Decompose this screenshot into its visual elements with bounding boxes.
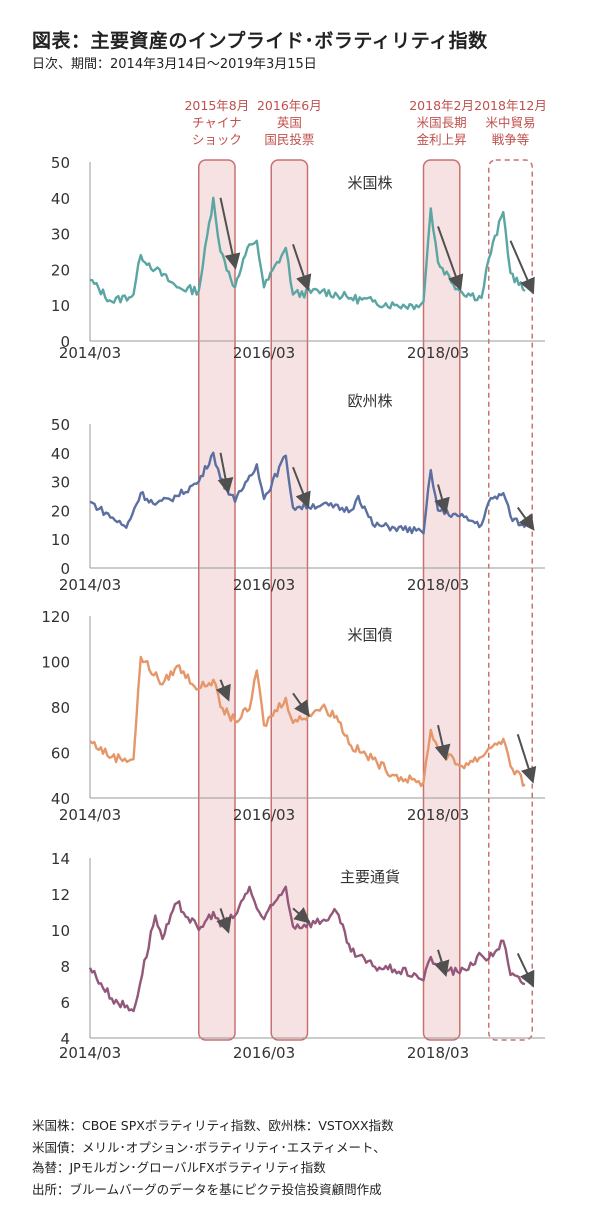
series-line bbox=[88, 885, 526, 1013]
event-band-2 bbox=[270, 159, 309, 1041]
decline-arrow bbox=[217, 452, 234, 495]
decline-arrow bbox=[292, 244, 312, 292]
y-tick-label: 40 bbox=[51, 790, 70, 808]
y-tick-label: 4 bbox=[60, 1030, 70, 1048]
x-tick-label: 2014/03 bbox=[59, 1044, 121, 1062]
panel-title: 米国株 bbox=[347, 174, 392, 192]
event-band-1 bbox=[198, 159, 236, 1041]
y-tick-label: 10 bbox=[51, 922, 70, 940]
y-tick-label: 30 bbox=[51, 226, 70, 244]
event-label-2-1: 2016年6月 bbox=[257, 98, 322, 113]
decline-arrow bbox=[509, 240, 535, 295]
y-tick-label: 30 bbox=[51, 474, 70, 492]
y-tick-label: 6 bbox=[60, 994, 70, 1012]
decline-arrow bbox=[216, 908, 232, 934]
x-tick-label: 2014/03 bbox=[59, 576, 121, 594]
y-tick-label: 120 bbox=[41, 608, 70, 626]
y-tick-label: 0 bbox=[60, 560, 70, 578]
x-tick-label: 2018/03 bbox=[407, 576, 469, 594]
y-tick-label: 10 bbox=[51, 297, 70, 315]
event-band-3 bbox=[422, 159, 461, 1041]
x-tick-label: 2018/03 bbox=[407, 1044, 469, 1062]
source-note-1: 米国株：CBOE SPXボラティリティ指数、欧州株：VSTOXX指数 bbox=[32, 1118, 394, 1133]
y-tick-label: 60 bbox=[51, 745, 70, 763]
source-note-4: 出所：ブルームバーグのデータを基にピクテ投信投資顧問作成 bbox=[32, 1182, 382, 1197]
x-tick-label: 2016/03 bbox=[233, 344, 295, 362]
event-label-2-2: 英国 bbox=[277, 115, 302, 130]
y-tick-label: 10 bbox=[51, 531, 70, 549]
event-label-2-3: 国民投票 bbox=[264, 132, 314, 147]
x-tick-label: 2016/03 bbox=[233, 806, 295, 824]
y-tick-label: 8 bbox=[60, 958, 70, 976]
series-line bbox=[89, 655, 526, 788]
panel-title: 欧州株 bbox=[347, 392, 392, 410]
x-tick-label: 2014/03 bbox=[59, 344, 121, 362]
panel-title: 米国債 bbox=[347, 626, 392, 644]
event-bands bbox=[198, 159, 533, 1041]
y-tick-label: 40 bbox=[51, 445, 70, 463]
panel-title: 主要通貨 bbox=[340, 868, 400, 886]
event-label-1-3: ショック bbox=[192, 132, 242, 147]
event-label-4-3: 戦争等 bbox=[492, 132, 530, 147]
event-label-4-2: 米中貿易 bbox=[485, 115, 535, 130]
page-subtitle: 日次、期間：2014年3月14日～2019年3月15日 bbox=[32, 57, 317, 72]
decline-arrow bbox=[434, 724, 451, 761]
decline-arrow bbox=[434, 949, 450, 978]
y-tick-label: 20 bbox=[51, 502, 70, 520]
y-tick-label: 12 bbox=[51, 886, 70, 904]
panel-3: 40 60 80 100 120 2014/03 2016/03 2018/03 米国債 bbox=[41, 608, 545, 824]
y-tick-label: 50 bbox=[51, 154, 70, 172]
y-tick-label: 50 bbox=[51, 416, 70, 434]
x-tick-label: 2016/03 bbox=[233, 1044, 295, 1062]
event-label-1-2: チャイナ bbox=[192, 115, 242, 130]
y-tick-label: 0 bbox=[60, 333, 70, 351]
panel-2: 0 10 20 30 40 50 2014/03 2016/03 2018/03 欧州株 bbox=[51, 392, 545, 594]
decline-arrow bbox=[516, 733, 537, 784]
event-label-3-2: 米国長期 bbox=[417, 115, 467, 130]
y-tick-label: 40 bbox=[51, 190, 70, 208]
y-tick-label: 100 bbox=[41, 654, 70, 672]
decline-arrow bbox=[292, 692, 310, 718]
decline-arrow bbox=[434, 484, 450, 515]
decline-arrow bbox=[516, 952, 535, 988]
decline-arrow bbox=[516, 506, 535, 531]
event-band-4 bbox=[488, 159, 533, 1041]
event-label-1-1: 2015年8月 bbox=[184, 98, 249, 113]
source-note-3: 為替：JPモルガン･グローバルFXボラティリティ指数 bbox=[32, 1160, 326, 1175]
decline-arrow bbox=[219, 197, 241, 270]
x-tick-label: 2018/03 bbox=[407, 344, 469, 362]
decline-arrow bbox=[292, 907, 311, 924]
decline-arrow bbox=[437, 226, 464, 292]
page-title: 図表：主要資産のインプライド･ボラティリティ指数 bbox=[32, 30, 488, 52]
decline-arrow bbox=[292, 466, 311, 509]
y-tick-label: 80 bbox=[51, 699, 70, 717]
panel-4: 4 6 8 10 12 14 2014/03 2016/03 2018/03 主要通貨 bbox=[51, 850, 545, 1062]
x-tick-label: 2018/03 bbox=[407, 806, 469, 824]
source-note-2: 米国債：メリル･オプション･ボラティリティ･エスティメート、 bbox=[32, 1140, 386, 1155]
event-label-4-1: 2018年12月 bbox=[474, 98, 547, 113]
x-tick-label: 2016/03 bbox=[233, 576, 295, 594]
event-label-3-3: 金利上昇 bbox=[417, 132, 467, 147]
decline-arrow bbox=[215, 679, 231, 702]
event-label-3-1: 2018年2月 bbox=[409, 98, 474, 113]
x-tick-label: 2014/03 bbox=[59, 806, 121, 824]
y-tick-label: 20 bbox=[51, 261, 70, 279]
y-tick-label: 14 bbox=[51, 850, 70, 868]
